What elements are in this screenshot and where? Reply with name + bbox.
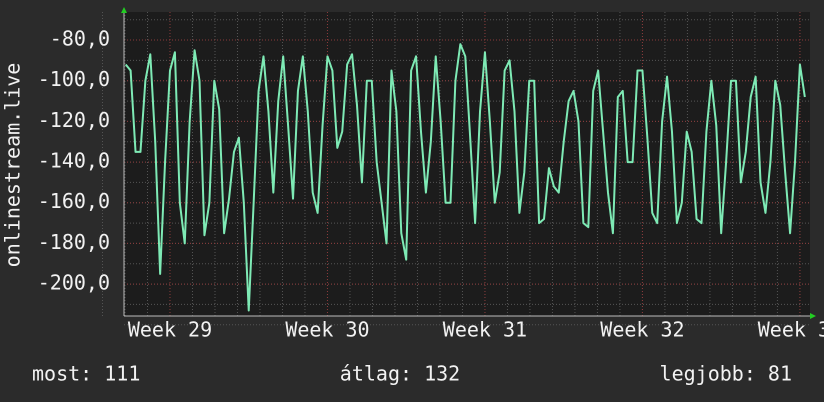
y-tick-label: -200,0 <box>38 271 110 295</box>
x-tick-label: Week 32 <box>600 318 684 342</box>
x-tick-label: Week 30 <box>285 318 369 342</box>
y-tick-label: -120,0 <box>38 108 110 132</box>
footer-average: átlag: 132 <box>340 362 460 386</box>
y-tick-label: -160,0 <box>38 189 110 213</box>
footer-current: most: 111 <box>32 362 140 386</box>
x-tick-label: Week 33 <box>758 318 824 342</box>
data-line <box>124 43 806 312</box>
y-tick-label: -100,0 <box>38 67 110 91</box>
y-tick-label: -180,0 <box>38 230 110 254</box>
y-arrow <box>121 7 127 13</box>
footer-max: legjobb: 81 <box>660 362 792 386</box>
y-axis-label: onlinestream.live <box>1 63 25 268</box>
plot-area <box>124 12 810 316</box>
x-arrow <box>810 313 816 319</box>
x-tick-label: Week 31 <box>443 318 527 342</box>
y-tick-label: -140,0 <box>38 149 110 173</box>
y-tick-label: -80,0 <box>50 27 110 51</box>
x-tick-label: Week 29 <box>128 318 212 342</box>
